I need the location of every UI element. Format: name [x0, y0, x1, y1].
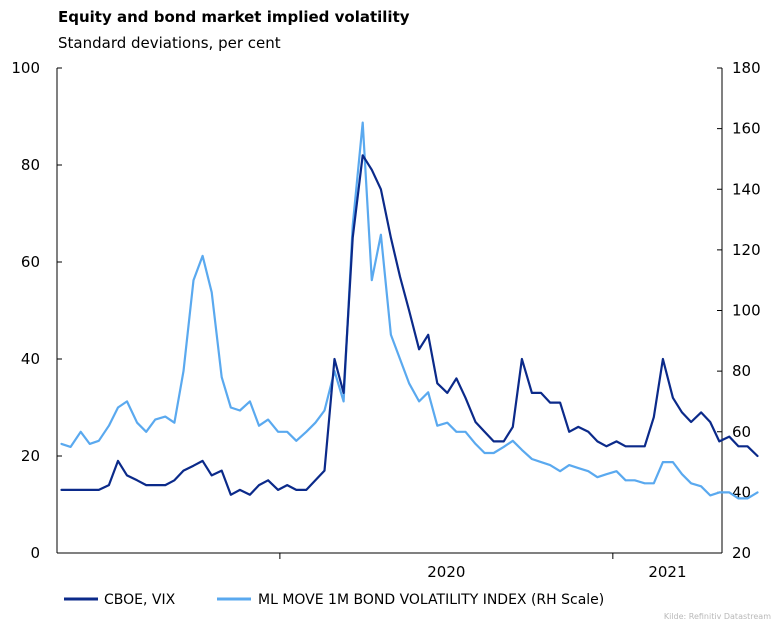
series-line-move: [60, 121, 759, 500]
left-tick-label: 60: [21, 253, 40, 271]
left-tick-label: 20: [21, 447, 40, 465]
legend-label-move: ML MOVE 1M BOND VOLATILITY INDEX (RH Sca…: [258, 592, 604, 608]
series-layer: [60, 121, 759, 500]
source-note: Kilde: Refinitiv Datastream: [664, 612, 771, 621]
right-tick-label: 60: [732, 423, 751, 441]
legend: CBOE, VIX ML MOVE 1M BOND VOLATILITY IND…: [64, 592, 604, 608]
right-tick-label: 120: [732, 241, 761, 259]
series-line-vix: [60, 154, 759, 496]
right-tick-label: 180: [732, 59, 761, 77]
x-tick-label: 2021: [648, 563, 686, 581]
chart-subtitle: Standard deviations, per cent: [58, 34, 281, 52]
right-tick-label: 20: [732, 544, 751, 562]
left-tick-label: 0: [30, 544, 40, 562]
left-tick-label: 40: [21, 350, 40, 368]
right-tick-label: 140: [732, 180, 761, 198]
chart-title: Equity and bond market implied volatilit…: [58, 8, 410, 26]
right-tick-label: 80: [732, 362, 751, 380]
left-tick-label: 100: [11, 59, 40, 77]
left-tick-label: 80: [21, 156, 40, 174]
right-tick-label: 100: [732, 302, 761, 320]
right-tick-label: 160: [732, 120, 761, 138]
legend-label-vix: CBOE, VIX: [104, 592, 176, 608]
x-tick-label: 2020: [427, 563, 465, 581]
